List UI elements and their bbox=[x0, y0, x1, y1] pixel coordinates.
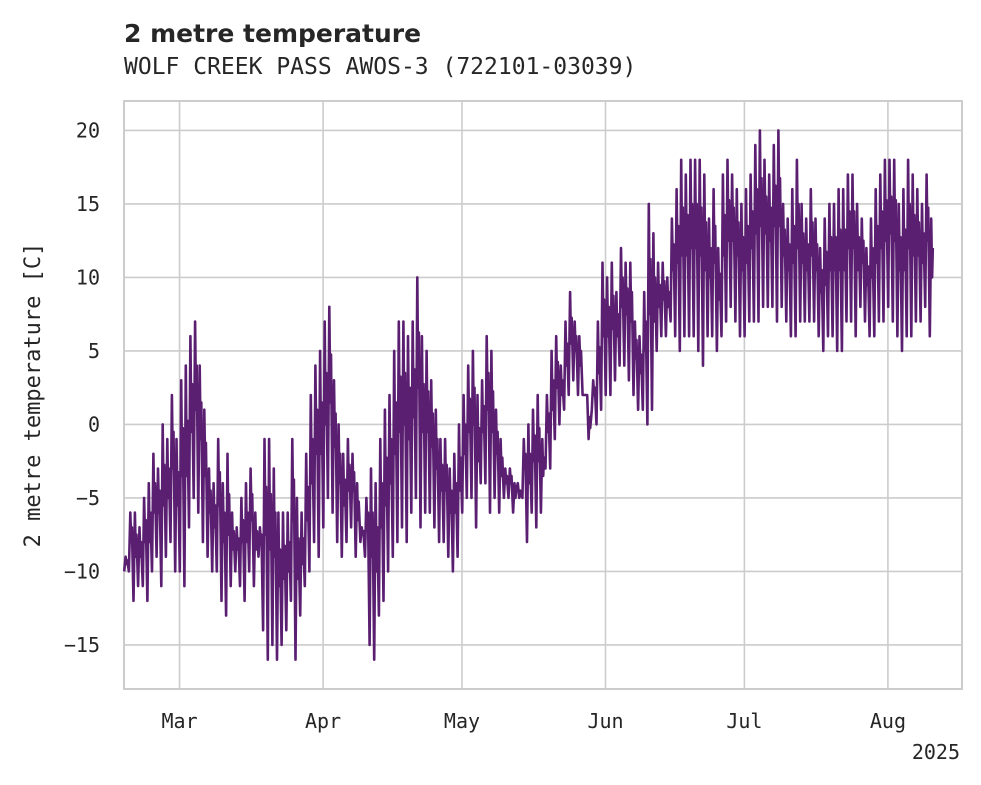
grid bbox=[124, 101, 962, 689]
y-tick-label: −15 bbox=[64, 633, 100, 657]
plot-frame bbox=[123, 100, 963, 690]
y-tick-label: 0 bbox=[88, 412, 100, 436]
y-axis-label: 2 metre temperature [C] bbox=[21, 243, 46, 548]
y-tick-label: 10 bbox=[76, 265, 100, 289]
x-tick-label: Aug bbox=[870, 709, 906, 733]
x-tick-label: May bbox=[444, 709, 480, 733]
chart-subtitle: WOLF CREEK PASS AWOS-3 (722101-03039) bbox=[124, 54, 636, 80]
y-tick-label: 5 bbox=[88, 339, 100, 363]
x-axis: Mar Apr May Jun Jul Aug bbox=[161, 709, 905, 733]
y-axis: 20 15 10 5 0 −5 −10 −15 bbox=[64, 118, 100, 657]
y-tick-label: 20 bbox=[76, 118, 100, 142]
series-layer bbox=[122, 129, 935, 661]
x-offset-label: 2025 bbox=[912, 740, 960, 764]
x-tick-label: Apr bbox=[305, 709, 341, 733]
chart-title: 2 metre temperature bbox=[124, 19, 421, 48]
temperature-line bbox=[122, 129, 935, 661]
y-tick-label: 15 bbox=[76, 192, 100, 216]
y-tick-label: −5 bbox=[76, 486, 100, 510]
y-tick-label: −10 bbox=[64, 559, 100, 583]
x-tick-label: Mar bbox=[161, 709, 197, 733]
x-tick-label: Jun bbox=[587, 709, 623, 733]
x-tick-label: Jul bbox=[726, 709, 762, 733]
